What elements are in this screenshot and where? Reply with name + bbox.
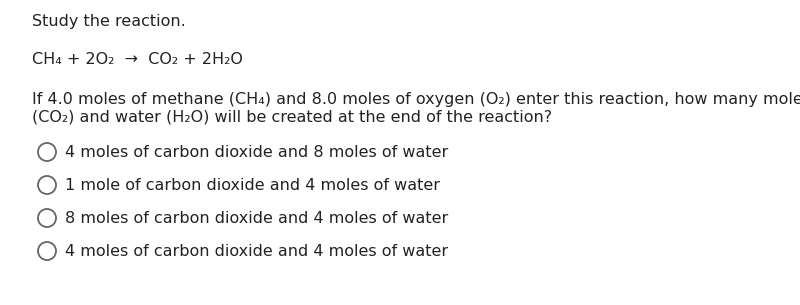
Text: CH₄ + 2O₂  →  CO₂ + 2H₂O: CH₄ + 2O₂ → CO₂ + 2H₂O <box>32 52 243 67</box>
Text: 4 moles of carbon dioxide and 8 moles of water: 4 moles of carbon dioxide and 8 moles of… <box>65 145 448 160</box>
Text: Study the reaction.: Study the reaction. <box>32 14 186 29</box>
Text: 8 moles of carbon dioxide and 4 moles of water: 8 moles of carbon dioxide and 4 moles of… <box>65 211 448 226</box>
Text: (CO₂) and water (H₂O) will be created at the end of the reaction?: (CO₂) and water (H₂O) will be created at… <box>32 110 552 125</box>
Text: If 4.0 moles of methane (CH₄) and 8.0 moles of oxygen (O₂) enter this reaction, : If 4.0 moles of methane (CH₄) and 8.0 mo… <box>32 92 800 107</box>
Text: 4 moles of carbon dioxide and 4 moles of water: 4 moles of carbon dioxide and 4 moles of… <box>65 244 448 259</box>
Text: 1 mole of carbon dioxide and 4 moles of water: 1 mole of carbon dioxide and 4 moles of … <box>65 178 440 193</box>
